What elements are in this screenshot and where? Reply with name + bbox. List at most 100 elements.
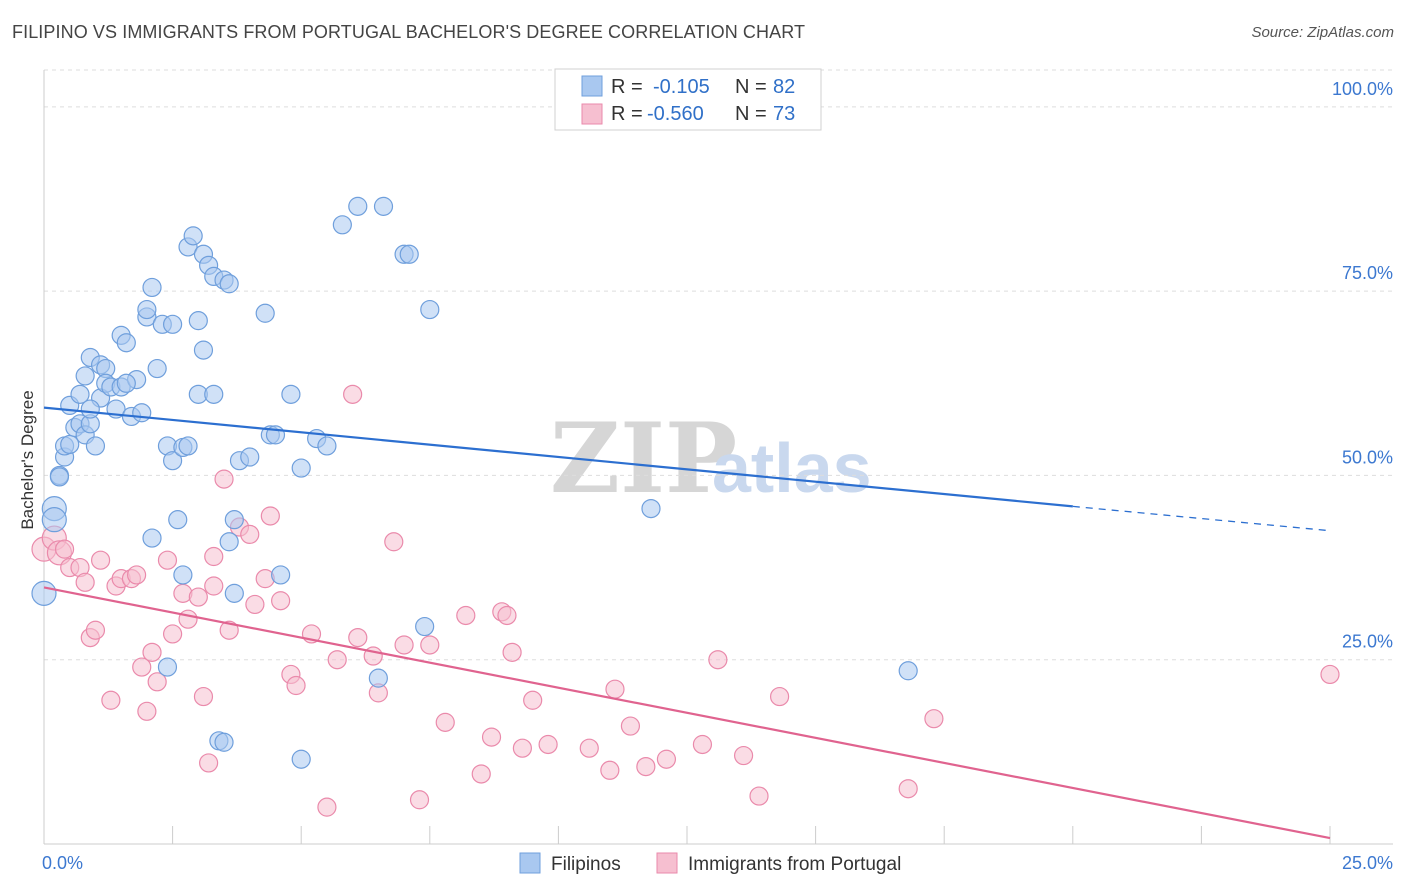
portugal-point (219, 620, 239, 640)
portugal-point (85, 620, 106, 640)
y-tick-label: 100.0% (1332, 79, 1393, 99)
filipino-point (116, 333, 136, 353)
filipino-point (163, 314, 183, 334)
filipino-point (255, 303, 275, 323)
legend-r-label-2: R = (611, 103, 643, 125)
y-tick-label: 50.0% (1342, 447, 1393, 467)
portugal-point (137, 701, 157, 721)
portugal-point (163, 624, 183, 644)
filipino-point (399, 244, 419, 264)
grid (44, 69, 1393, 661)
filipino-point (368, 668, 388, 688)
portugal-point (204, 576, 224, 596)
portugal-point (214, 469, 234, 489)
filipino-point (224, 583, 244, 603)
portugal-point (178, 609, 198, 629)
y-tick-label: 25.0% (1342, 632, 1393, 652)
portugal-point (636, 756, 656, 777)
filipino-point (240, 447, 260, 467)
portugal-point (126, 565, 147, 585)
portugal-point (348, 627, 368, 648)
filipino-point (173, 565, 193, 585)
filipino-point (224, 510, 244, 530)
filipino-point (204, 384, 224, 404)
portugal-point (692, 734, 713, 755)
series-swatch-filipinos (519, 852, 541, 874)
filipino-point (317, 436, 337, 456)
trend-lines (43, 406, 1331, 840)
series-label-portugal: Immigrants from Portugal (688, 854, 901, 875)
portugal-point (286, 675, 306, 696)
filipino-point (41, 507, 67, 533)
filipino-points (31, 196, 918, 769)
filipino-point (641, 499, 661, 519)
filipino-point (116, 373, 136, 393)
portugal-trend-line (43, 586, 1331, 840)
portugal-point (523, 690, 543, 710)
portugal-point (497, 605, 517, 626)
portugal-point (733, 745, 754, 766)
filipino-point (31, 580, 57, 606)
filipino-point (291, 749, 311, 769)
filipino-trend-extension (1072, 505, 1331, 532)
filipino-point (80, 399, 100, 419)
portugal-point (199, 753, 219, 773)
filipino-point (214, 732, 234, 752)
portugal-point (132, 657, 152, 677)
portugal-points (31, 384, 1340, 817)
y-tick-labels: 25.0% 50.0% 75.0% 100.0% (1332, 79, 1393, 652)
watermark-atlas: atlas (712, 429, 872, 507)
portugal-point (924, 709, 944, 729)
filipino-point (373, 196, 394, 216)
filipino-point (49, 467, 70, 487)
portugal-point (600, 760, 620, 780)
legend-r-value-1: -0.105 (653, 76, 710, 98)
filipino-point (147, 358, 167, 379)
filipino-point (188, 311, 208, 331)
portugal-point (420, 635, 440, 655)
portugal-point (260, 506, 280, 526)
chart-source: Source: ZipAtlas.com (1251, 24, 1394, 41)
x-tick-label-max: 25.0% (1342, 853, 1393, 873)
series-swatch-portugal (656, 852, 678, 874)
portugal-point (579, 738, 599, 758)
portugal-point (708, 650, 728, 670)
portugal-point (271, 591, 291, 611)
chart-title: FILIPINO VS IMMIGRANTS FROM PORTUGAL BAC… (12, 22, 806, 42)
portugal-point (394, 635, 414, 655)
portugal-point (769, 686, 790, 707)
legend-n-value-2: 73 (773, 103, 795, 125)
portugal-point (147, 672, 167, 692)
filipino-point (348, 196, 368, 216)
legend-swatch-blue (581, 75, 603, 97)
filipino-trend-line (43, 406, 1073, 508)
legend-r-label-1: R = (611, 76, 643, 98)
portugal-point (456, 605, 476, 626)
x-ticks (43, 826, 1331, 844)
portugal-point (409, 790, 430, 810)
portugal-point (101, 690, 121, 710)
portugal-point (54, 539, 75, 559)
filipino-point (142, 528, 162, 548)
portugal-point (75, 572, 95, 592)
portugal-point (90, 550, 111, 570)
portugal-point (204, 546, 224, 567)
portugal-point (157, 550, 178, 570)
x-tick-label-min: 0.0% (42, 853, 83, 873)
filipino-point (142, 277, 162, 298)
filipino-point (193, 340, 214, 360)
portugal-point (343, 384, 363, 404)
legend-n-label-2: N = (735, 103, 767, 125)
portugal-point (327, 650, 347, 670)
axes (43, 70, 1393, 845)
filipino-point (137, 299, 157, 320)
filipino-point (291, 458, 311, 478)
portugal-point (188, 587, 208, 607)
filipino-point (332, 215, 352, 235)
filipino-point (219, 532, 239, 552)
portugal-point (193, 686, 214, 707)
portugal-point (481, 727, 502, 747)
filipino-point (420, 299, 440, 320)
filipino-point (75, 366, 95, 386)
filipino-point (157, 657, 178, 677)
